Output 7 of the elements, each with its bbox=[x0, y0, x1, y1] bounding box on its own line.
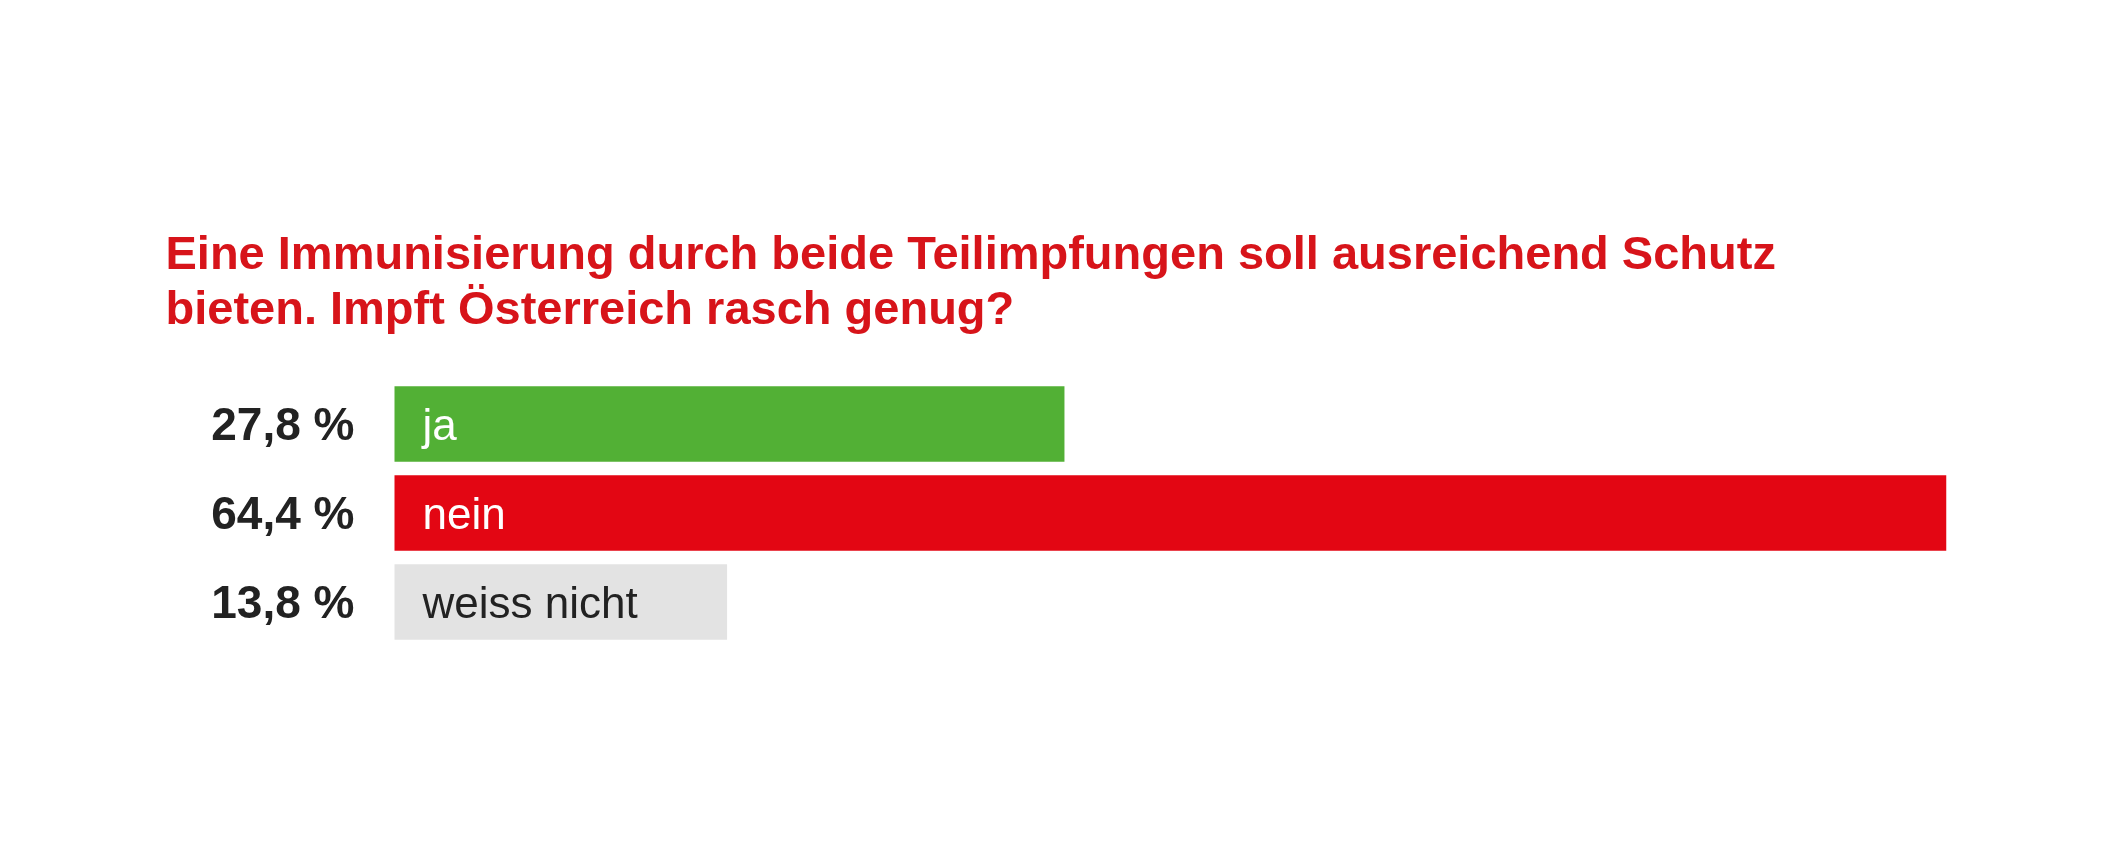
y-tick-label: ja bbox=[420, 399, 458, 449]
data-label: 13,8 % bbox=[211, 576, 355, 628]
y-tick-label: nein bbox=[422, 488, 506, 538]
data-label: 64,4 % bbox=[211, 487, 355, 539]
chart-title: Eine Immunisierung durch beide Teilimpfungen soll ausreichend Schutz bieten. Impft Österreich rasch genug? bbox=[165, 225, 1776, 335]
y-tick-label: weiss nicht bbox=[421, 577, 638, 627]
data-label: 27,8 % bbox=[211, 398, 355, 450]
